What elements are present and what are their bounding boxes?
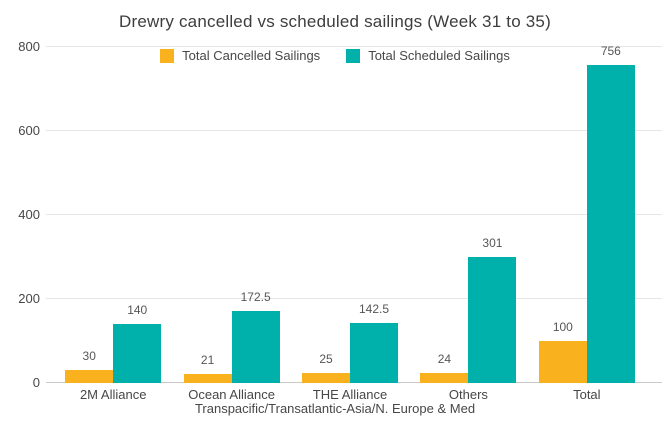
bar-value-label: 100: [552, 320, 573, 334]
gridline-y200: [46, 298, 662, 299]
bar-value-label: 140: [127, 303, 148, 318]
legend-label: Total Cancelled Sailings: [182, 48, 321, 63]
bar-group-2: 25 142.5: [291, 47, 409, 383]
legend-swatch-icon: [160, 48, 175, 63]
y-tick-label-200: 200: [18, 291, 40, 306]
x-category-label-2: THE Alliance: [312, 387, 388, 402]
gridline-y400: [46, 214, 662, 215]
bar-cancelled-3[interactable]: 24: [420, 352, 469, 383]
bar-cancelled-4[interactable]: 100: [538, 320, 587, 383]
bar-cancelled-2[interactable]: 25: [302, 352, 351, 383]
bar-scheduled-0[interactable]: 140: [113, 303, 162, 383]
y-tick-label-0: 0: [32, 375, 40, 390]
y-tick-label-400: 400: [18, 207, 40, 222]
gridline-y600: [46, 130, 662, 131]
bar-scheduled-4[interactable]: 756: [586, 44, 635, 383]
bar-value-label: 301: [482, 235, 503, 250]
legend-item-1[interactable]: Total Scheduled Sailings: [346, 48, 510, 63]
bar-value-label: 30: [82, 349, 96, 364]
legend-label: Total Scheduled Sailings: [368, 48, 510, 63]
bar-value-label: 142.5: [359, 302, 390, 317]
bar-group-4: 100 756: [528, 44, 646, 383]
bar-cancelled-1[interactable]: 21: [183, 353, 232, 383]
bar-value-label: 756: [600, 44, 621, 59]
bar-group-3: 24 301: [409, 47, 527, 383]
legend-swatch-icon: [346, 48, 361, 63]
bar-value-label: 24: [437, 351, 452, 366]
legend: Total Cancelled Sailings Total Scheduled …: [0, 48, 670, 63]
x-category-label-3: Others: [448, 387, 488, 402]
x-axis-title: Transpacific/Transatlantic-Asia/N. Europ…: [194, 401, 476, 416]
bar-value-label: 21: [200, 353, 215, 368]
y-tick-label-600: 600: [18, 123, 40, 138]
legend-item-0[interactable]: Total Cancelled Sailings: [160, 48, 320, 63]
bar-group-0: 30 140: [54, 47, 172, 383]
y-tick-label-800: 800: [18, 39, 40, 54]
x-axis-categories: 2M Alliance Ocean Alliance THE Alliance Oth…: [54, 387, 646, 402]
bar-scheduled-2[interactable]: 142.5: [350, 302, 399, 383]
x-category-label-0: 2M Alliance: [79, 387, 147, 402]
x-category-label-4: Total: [573, 387, 601, 402]
bar-scheduled-3[interactable]: 301: [468, 236, 517, 383]
bar-scheduled-1[interactable]: 172.5: [231, 290, 280, 383]
x-category-label-1: Ocean Alliance: [188, 387, 275, 402]
bar-group-1: 21 172.5: [172, 47, 290, 383]
bar-cancelled-0[interactable]: 30: [65, 349, 114, 383]
gridline-y800: [46, 46, 662, 47]
bar-value-label: 172.5: [240, 289, 271, 304]
bar-value-label: 25: [319, 351, 333, 366]
bars-layer: 30 140 21 172.5 25 142.5 24 301 100 756: [54, 44, 646, 383]
chart-title: Drewry cancelled vs scheduled sailings (…: [119, 12, 551, 31]
